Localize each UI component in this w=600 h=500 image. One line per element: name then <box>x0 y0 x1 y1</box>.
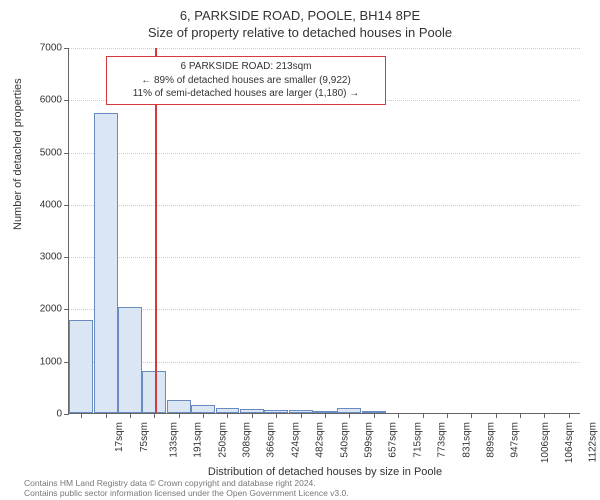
x-tick-label: 424sqm <box>290 422 301 458</box>
x-tick-label: 133sqm <box>169 422 180 458</box>
y-tick-label: 0 <box>22 409 62 420</box>
x-tick-label: 831sqm <box>461 422 472 458</box>
y-tick-label: 3000 <box>22 252 62 263</box>
annotation-line-3: 11% of semi-detached houses are larger (… <box>113 87 379 101</box>
x-tick-label: 889sqm <box>485 422 496 458</box>
annotation-line-2: ← 89% of detached houses are smaller (9,… <box>113 74 379 88</box>
x-tick-label: 1006sqm <box>540 422 551 463</box>
y-tick-label: 2000 <box>22 304 62 315</box>
x-tick-label: 657sqm <box>388 422 399 458</box>
x-tick-label: 1122sqm <box>588 422 599 462</box>
attribution-footer: Contains HM Land Registry data © Crown c… <box>24 478 349 498</box>
x-tick-label: 366sqm <box>266 422 277 458</box>
x-tick-label: 308sqm <box>242 422 253 458</box>
x-tick-label: 599sqm <box>364 422 375 458</box>
x-tick-label: 17sqm <box>114 422 125 452</box>
reference-annotation-box: 6 PARKSIDE ROAD: 213sqm ← 89% of detache… <box>106 56 386 105</box>
histogram-bar <box>118 307 142 413</box>
y-tick-label: 7000 <box>22 43 62 54</box>
footer-line-2: Contains public sector information licen… <box>24 488 349 498</box>
footer-line-1: Contains HM Land Registry data © Crown c… <box>24 478 349 488</box>
x-tick-label: 540sqm <box>339 422 350 458</box>
y-tick-label: 6000 <box>22 95 62 106</box>
histogram-bar <box>167 400 191 413</box>
histogram-bar <box>191 405 215 413</box>
y-tick-label: 4000 <box>22 199 62 210</box>
y-tick-label: 1000 <box>22 356 62 367</box>
chart-title-address: 6, PARKSIDE ROAD, POOLE, BH14 8PE <box>0 0 600 23</box>
x-tick-label: 773sqm <box>437 422 448 458</box>
y-tick-label: 5000 <box>22 147 62 158</box>
x-tick-label: 1064sqm <box>564 422 575 463</box>
chart-subtitle: Size of property relative to detached ho… <box>0 23 600 40</box>
x-tick-label: 947sqm <box>510 422 521 458</box>
histogram-bar <box>94 113 118 413</box>
x-tick-label: 715sqm <box>412 422 423 458</box>
x-tick-label: 482sqm <box>315 422 326 458</box>
x-axis-label: Distribution of detached houses by size … <box>0 466 600 478</box>
x-tick-label: 191sqm <box>193 422 204 458</box>
property-size-chart: 6, PARKSIDE ROAD, POOLE, BH14 8PE Size o… <box>0 0 600 500</box>
annotation-line-1: 6 PARKSIDE ROAD: 213sqm <box>113 60 379 74</box>
x-tick-label: 75sqm <box>139 422 150 452</box>
x-tick-label: 250sqm <box>217 422 228 458</box>
histogram-bar <box>69 320 93 413</box>
